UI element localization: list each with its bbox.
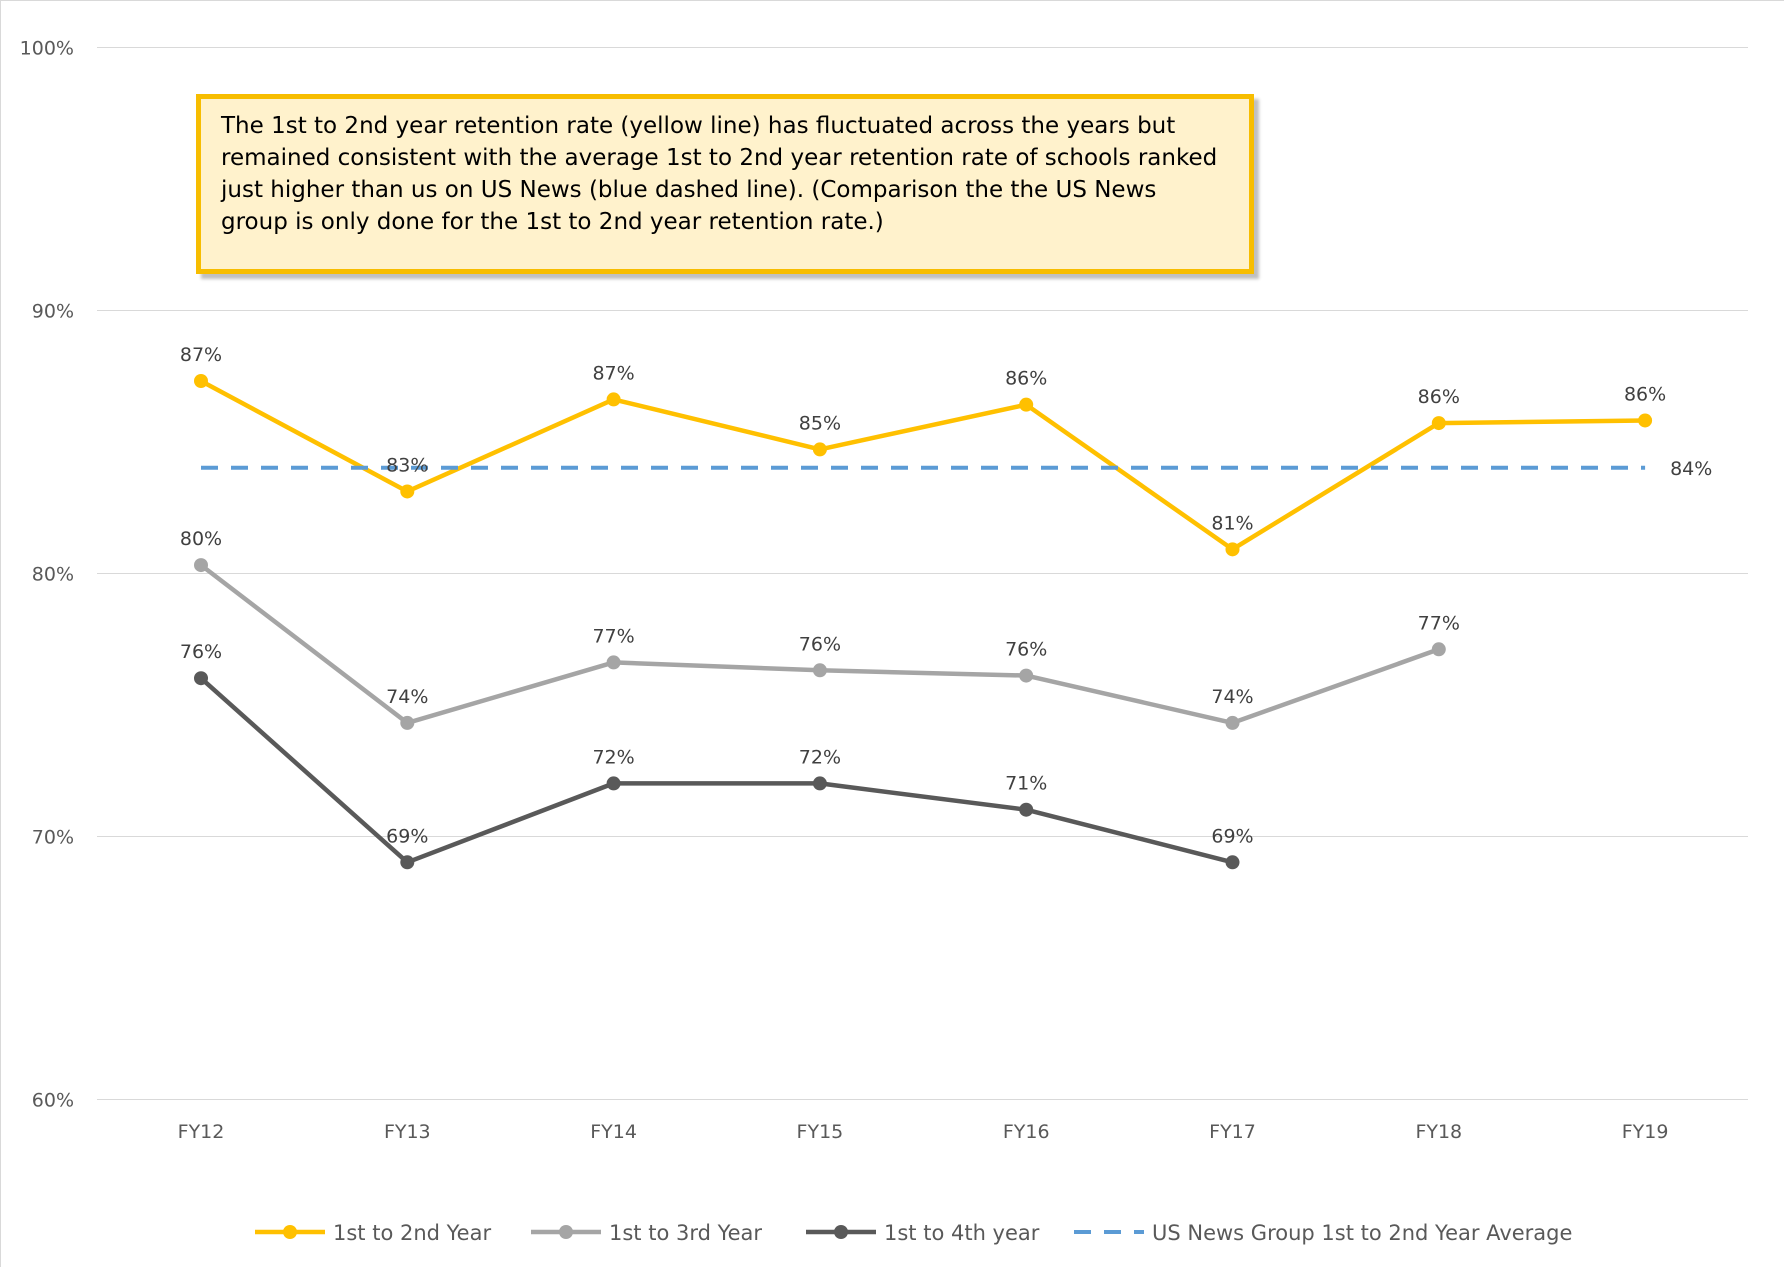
data-point: [400, 715, 415, 730]
axis-labels: 60% 70% 80% 90% 100% FY12 FY13 FY14 FY15 FY16 FY17…: [20, 38, 1669, 1144]
y-tick-label: 100%: [20, 38, 74, 60]
x-tick-label: FY17: [1209, 1121, 1256, 1143]
data-point: [194, 671, 208, 686]
data-label: 74%: [386, 686, 428, 708]
data-label: 77%: [1418, 612, 1460, 634]
data-point: [606, 655, 621, 670]
data-label: 86%: [1005, 368, 1047, 390]
x-tick-label: FY18: [1415, 1121, 1462, 1143]
data-label: 69%: [386, 825, 428, 847]
legend: 1st to 2nd Year 1st to 3rd Year 1st to 4th…: [255, 1221, 1572, 1245]
data-point: [400, 855, 415, 870]
data-point: [1225, 715, 1240, 730]
data-point: [1225, 542, 1240, 557]
data-label: 69%: [1211, 825, 1253, 847]
y-tick-label: 60%: [32, 1090, 74, 1112]
legend-marker: [283, 1225, 297, 1239]
data-point: [400, 484, 415, 499]
x-tick-label: FY16: [1003, 1121, 1050, 1143]
legend-label: 1st to 3rd Year: [609, 1221, 762, 1245]
data-point: [194, 374, 208, 389]
legend-label: 1st to 4th year: [884, 1221, 1040, 1245]
data-point: [1431, 416, 1446, 431]
data-label: 86%: [1624, 383, 1666, 405]
data-label: 81%: [1211, 512, 1253, 534]
gridlines: [97, 47, 1748, 1100]
data-label: 76%: [180, 641, 222, 663]
data-label: 71%: [1005, 773, 1047, 795]
data-point: [1638, 413, 1653, 428]
y-tick-label: 80%: [32, 564, 74, 586]
annotation-callout: The 1st to 2nd year retention rate (yell…: [196, 94, 1254, 274]
data-label: 76%: [799, 633, 841, 655]
series-line-1st-to-4th-year: [198, 675, 1235, 865]
legend-item-1st-to-4th-year: 1st to 4th year: [806, 1221, 1040, 1245]
data-label: 85%: [799, 412, 841, 434]
data-point: [606, 776, 621, 791]
legend-item-us-news-group-1st-to-2nd-year-average: US News Group 1st to 2nd Year Average: [1074, 1221, 1572, 1245]
series-lines: [194, 374, 1653, 870]
legend-label: 1st to 2nd Year: [333, 1221, 491, 1245]
data-point: [812, 663, 827, 678]
data-point: [1019, 668, 1034, 683]
data-label: 77%: [592, 625, 634, 647]
data-label: 83%: [386, 454, 428, 476]
data-label: 74%: [1211, 686, 1253, 708]
data-label: 76%: [1005, 639, 1047, 661]
data-point: [1019, 802, 1034, 817]
legend-marker: [559, 1225, 573, 1239]
y-tick-label: 90%: [32, 301, 74, 323]
x-tick-label: FY13: [384, 1121, 431, 1143]
data-point: [812, 442, 827, 457]
data-point: [1019, 397, 1034, 412]
data-point: [1431, 642, 1446, 657]
legend-marker: [834, 1225, 848, 1239]
legend-label: US News Group 1st to 2nd Year Average: [1152, 1221, 1572, 1245]
data-labels: 87% 83% 87% 85% 86% 81% 86% 86% 80% 74% 77% 76% 76% 7…: [180, 344, 1712, 847]
x-tick-label: FY15: [797, 1121, 844, 1143]
data-label: 87%: [592, 362, 634, 384]
data-point: [606, 392, 621, 407]
data-label: 72%: [592, 746, 634, 768]
data-label: 84%: [1670, 458, 1712, 480]
data-label: 86%: [1418, 386, 1460, 408]
y-tick-label: 70%: [32, 827, 74, 849]
x-tick-label: FY12: [178, 1121, 225, 1143]
data-point: [1225, 855, 1240, 870]
data-point: [812, 776, 827, 791]
series-line-1st-to-2nd-year: [198, 378, 1648, 552]
data-label: 80%: [180, 528, 222, 550]
x-tick-label: FY14: [590, 1121, 637, 1143]
data-label: 72%: [799, 746, 841, 768]
data-label: 87%: [180, 344, 222, 366]
data-point: [194, 558, 208, 573]
legend-item-1st-to-3rd-year: 1st to 3rd Year: [531, 1221, 762, 1245]
legend-item-1st-to-2nd-year: 1st to 2nd Year: [255, 1221, 491, 1245]
x-tick-label: FY19: [1622, 1121, 1669, 1143]
